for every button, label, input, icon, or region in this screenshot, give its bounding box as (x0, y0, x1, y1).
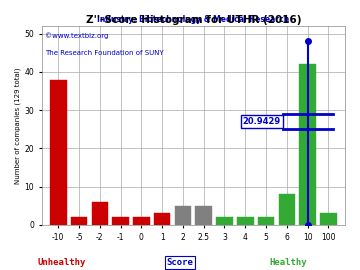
Bar (175, 206, 191, 225)
Bar (133, 217, 150, 225)
Text: Score: Score (167, 258, 193, 267)
Title: Z''-Score Histogram for UTHR (2016): Z''-Score Histogram for UTHR (2016) (86, 15, 301, 25)
Bar (50, 80, 67, 225)
Bar (216, 217, 233, 225)
Bar (237, 217, 253, 225)
Text: Unhealthy: Unhealthy (37, 258, 85, 267)
Bar (195, 206, 212, 225)
Bar (71, 217, 87, 225)
Bar (258, 217, 274, 225)
Text: The Research Foundation of SUNY: The Research Foundation of SUNY (45, 50, 163, 56)
Bar (320, 213, 337, 225)
Bar (299, 64, 316, 225)
Y-axis label: Number of companies (129 total): Number of companies (129 total) (15, 67, 22, 184)
Text: ©www.textbiz.org: ©www.textbiz.org (45, 32, 108, 39)
Text: Healthy: Healthy (269, 258, 307, 267)
Bar (91, 202, 108, 225)
Bar (279, 194, 295, 225)
Bar (112, 217, 129, 225)
Text: 20.9429: 20.9429 (243, 117, 281, 126)
Text: Industry: Biotechnology & Medical Research: Industry: Biotechnology & Medical Resear… (97, 15, 289, 24)
Bar (154, 213, 171, 225)
